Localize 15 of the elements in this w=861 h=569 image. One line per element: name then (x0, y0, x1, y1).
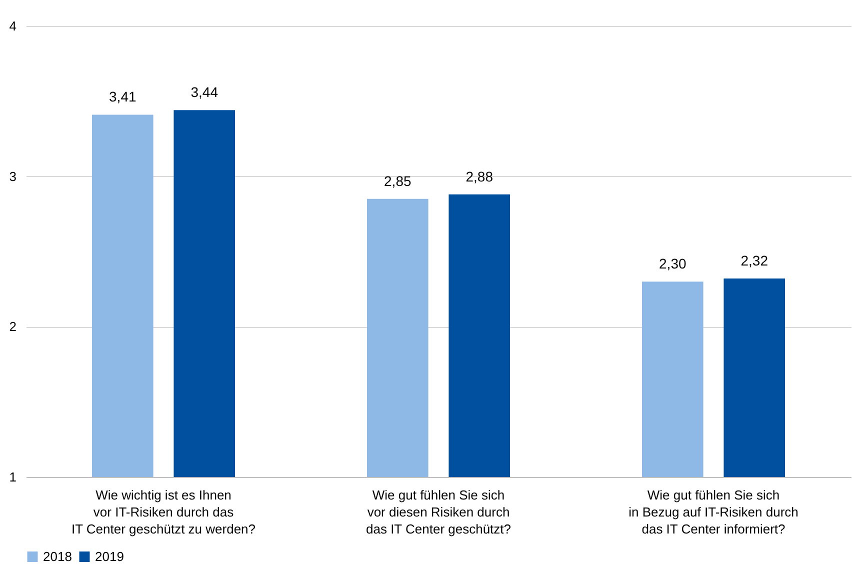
y-tick-label: 1 (9, 470, 16, 484)
data-label: 3,41 (109, 88, 136, 105)
x-tick-label: Wie wichtig ist es Ihnen vor IT-Risiken durch das IT Center geschützt zu werden? (71, 488, 256, 536)
data-label: 3,44 (190, 84, 218, 100)
data-label: 2,32 (740, 252, 768, 269)
legend-label: 2018 (43, 548, 72, 564)
data-label: 2,85 (384, 172, 412, 189)
y-tick-label: 4 (9, 18, 16, 34)
x-tick-label: Wie gut fühlen Sie sich in Bezug auf IT-Risiken durch das IT Center informiert? (628, 488, 798, 536)
data-label: 2,30 (659, 256, 686, 272)
y-tick-label: 2 (9, 319, 16, 334)
legend-label: 2019 (95, 548, 124, 564)
data-label: 2,88 (466, 168, 494, 184)
y-tick-label: 3 (9, 168, 16, 184)
x-tick-label: Wie gut fühlen Sie sich vor diesen Risiken durch das IT Center geschützt? (366, 488, 512, 536)
